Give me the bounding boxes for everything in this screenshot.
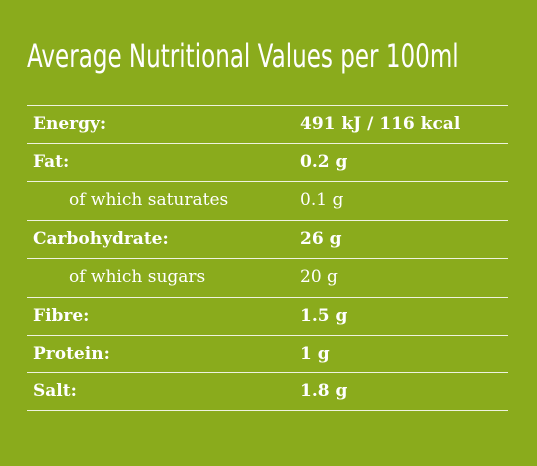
row-value-sugars: 20 g — [300, 267, 338, 287]
row-label-fibre: Fibre: — [33, 306, 90, 326]
nutrition-title: Average Nutritional Values per 100ml — [27, 37, 459, 75]
row-value-fibre: 1.5 g — [300, 306, 348, 326]
nutrition-row-carbohydrate: Carbohydrate: 26 g — [27, 221, 508, 259]
row-value-protein: 1 g — [300, 344, 330, 364]
nutrition-row-protein: Protein: 1 g — [27, 336, 508, 373]
row-label-fat: Fat: — [33, 152, 70, 172]
row-label-protein: Protein: — [33, 344, 110, 364]
row-value-saturates: 0.1 g — [300, 190, 344, 210]
row-label-salt: Salt: — [33, 381, 77, 401]
row-value-salt: 1.8 g — [300, 381, 348, 401]
nutrition-table: Energy: 491 kJ / 116 kcal Fat: 0.2 g of … — [27, 105, 508, 411]
row-label-energy: Energy: — [33, 114, 107, 134]
nutrition-row-sugars: of which sugars 20 g — [27, 259, 508, 298]
row-value-energy: 491 kJ / 116 kcal — [300, 114, 461, 134]
row-value-fat: 0.2 g — [300, 152, 348, 172]
nutrition-row-salt: Salt: 1.8 g — [27, 373, 508, 411]
row-label-carbohydrate: Carbohydrate: — [33, 229, 169, 249]
nutrition-row-fat: Fat: 0.2 g — [27, 144, 508, 182]
row-value-carbohydrate: 26 g — [300, 229, 342, 249]
nutrition-row-saturates: of which saturates 0.1 g — [27, 182, 508, 221]
nutrition-row-fibre: Fibre: 1.5 g — [27, 298, 508, 336]
row-label-saturates: of which saturates — [69, 190, 229, 210]
row-label-sugars: of which sugars — [69, 267, 206, 287]
nutrition-row-energy: Energy: 491 kJ / 116 kcal — [27, 106, 508, 144]
